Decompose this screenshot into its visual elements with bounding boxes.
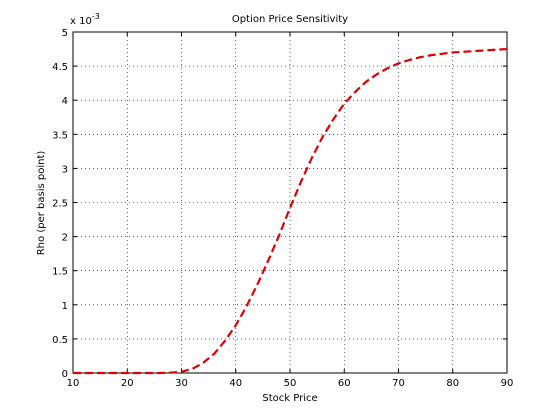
multiplier-base: x 10: [70, 16, 92, 27]
y-tick-label: 1: [62, 301, 68, 312]
y-tick-label: 1.5: [52, 267, 68, 278]
plot-frame: [72, 31, 508, 374]
x-tick-label: 30: [175, 378, 188, 389]
line-series: [73, 47, 508, 375]
x-tick-label: 90: [501, 378, 514, 389]
y-tick-label: 5: [62, 28, 68, 39]
y-tick-label: 2: [62, 233, 68, 244]
y-tick-label: 3: [62, 164, 68, 175]
x-tick-label: 40: [229, 378, 242, 389]
y-tick-label: 0: [62, 369, 68, 380]
y-tick-label: 4: [62, 96, 68, 107]
y-tick-label: 4.5: [52, 62, 68, 73]
y-tick-label: 2.5: [52, 199, 68, 210]
y-multiplier: x 10-3: [70, 12, 100, 27]
y-tick-label: 0.5: [52, 335, 68, 346]
x-axis-label: Stock Price: [262, 393, 317, 404]
x-tick-label: 50: [284, 378, 297, 389]
y-tick-label: 3.5: [52, 130, 68, 141]
x-tick-label: 80: [446, 378, 459, 389]
x-tick-label: 60: [338, 378, 351, 389]
x-tick-label: 70: [392, 378, 405, 389]
chart-title: Option Price Sensitivity: [232, 14, 348, 25]
y-axis-label: Rho (per basis point): [36, 151, 47, 256]
x-tick-label: 10: [67, 378, 80, 389]
multiplier-exponent: -3: [92, 12, 100, 21]
x-tick-label: 20: [121, 378, 134, 389]
